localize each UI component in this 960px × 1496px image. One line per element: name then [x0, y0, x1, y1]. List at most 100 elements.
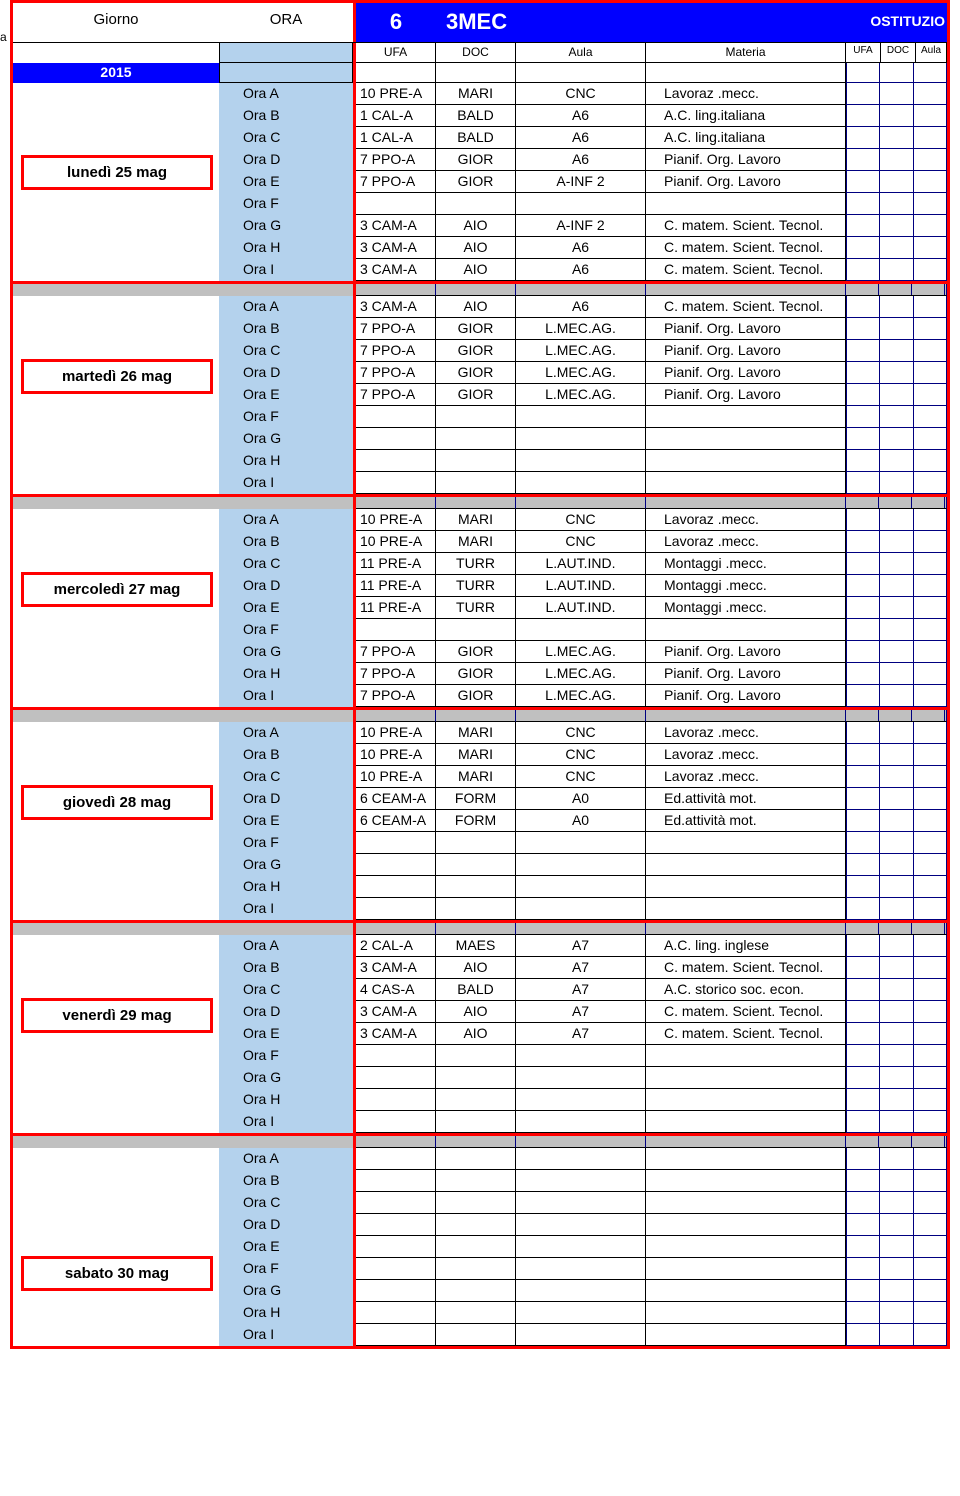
- day-label: martedì 26 mag: [21, 359, 213, 394]
- cell-materia: Pianif. Org. Lavoro: [646, 641, 846, 663]
- cell-aula: A7: [516, 1023, 646, 1045]
- cell-materia: [646, 1302, 846, 1324]
- cell-aula: [516, 1045, 646, 1067]
- year-row: 2015: [13, 63, 947, 83]
- ora-label: Ora I: [219, 472, 353, 494]
- schedule-row: 3 CAM-AAIOA6C. matem. Scient. Tecnol.: [356, 296, 947, 318]
- ora-label: Ora D: [219, 149, 353, 171]
- ora-label: Ora I: [219, 1324, 353, 1346]
- cell-materia: Lavoraz .mecc.: [646, 531, 846, 553]
- cell-doc: AIO: [436, 1023, 516, 1045]
- cell-materia: A.C. ling.italiana: [646, 127, 846, 149]
- cell-sostituzione: [846, 810, 947, 832]
- cell-aula: A7: [516, 957, 646, 979]
- cell-sostituzione: [846, 641, 947, 663]
- cell-sostituzione: [846, 575, 947, 597]
- cell-sostituzione: [846, 1302, 947, 1324]
- cell-aula: L.MEC.AG.: [516, 318, 646, 340]
- cell-aula: [516, 406, 646, 428]
- ora-label: Ora B: [219, 531, 353, 553]
- cell-sostituzione: [846, 472, 947, 494]
- cell-aula: A0: [516, 788, 646, 810]
- cell-aula: L.MEC.AG.: [516, 641, 646, 663]
- cell-doc: [436, 854, 516, 876]
- ora-label: Ora G: [219, 641, 353, 663]
- col-aula: Aula: [516, 43, 646, 63]
- cell-ufa: 11 PRE-A: [356, 597, 436, 619]
- cell-aula: [516, 854, 646, 876]
- cell-aula: A-INF 2: [516, 215, 646, 237]
- schedule-row: [356, 1214, 947, 1236]
- schedule-row: [356, 876, 947, 898]
- cell-sostituzione: [846, 832, 947, 854]
- schedule-row: [356, 450, 947, 472]
- cell-ufa: [356, 1324, 436, 1346]
- cell-materia: A.C. ling. inglese: [646, 935, 846, 957]
- cell-sostituzione: [846, 384, 947, 406]
- cell-doc: [436, 193, 516, 215]
- cell-materia: [646, 1236, 846, 1258]
- ora-label: Ora A: [219, 722, 353, 744]
- cell-materia: C. matem. Scient. Tecnol.: [646, 296, 846, 318]
- schedule-row: 7 PPO-AGIORL.MEC.AG.Pianif. Org. Lavoro: [356, 362, 947, 384]
- ora-label: Ora C: [219, 979, 353, 1001]
- cell-doc: [436, 1258, 516, 1280]
- day-block: mercoledì 27 magOra AOra BOra COra DOra …: [13, 494, 947, 707]
- schedule-row: 11 PRE-ATURRL.AUT.IND.Montaggi .mecc.: [356, 597, 947, 619]
- cell-ufa: 10 PRE-A: [356, 509, 436, 531]
- schedule-row: [356, 898, 947, 920]
- cell-sostituzione: [846, 406, 947, 428]
- cell-materia: C. matem. Scient. Tecnol.: [646, 1001, 846, 1023]
- cell-materia: Pianif. Org. Lavoro: [646, 384, 846, 406]
- schedule-row: 3 CAM-AAIOA6C. matem. Scient. Tecnol.: [356, 259, 947, 281]
- cell-aula: A7: [516, 979, 646, 1001]
- cell-ufa: 7 PPO-A: [356, 384, 436, 406]
- cell-materia: Pianif. Org. Lavoro: [646, 149, 846, 171]
- cell-aula: CNC: [516, 531, 646, 553]
- cell-ufa: 3 CAM-A: [356, 237, 436, 259]
- left-edge-text: a: [0, 30, 10, 44]
- schedule-row: 2 CAL-AMAESA7A.C. ling. inglese: [356, 935, 947, 957]
- cell-sostituzione: [846, 340, 947, 362]
- cell-ufa: [356, 1214, 436, 1236]
- cell-materia: Pianif. Org. Lavoro: [646, 340, 846, 362]
- cell-ufa: 1 CAL-A: [356, 105, 436, 127]
- ora-label: Ora A: [219, 83, 353, 105]
- cell-ufa: 6 CEAM-A: [356, 788, 436, 810]
- schedule-row: [356, 1302, 947, 1324]
- ora-label: Ora F: [219, 1258, 353, 1280]
- cell-doc: BALD: [436, 979, 516, 1001]
- cell-sostituzione: [846, 1214, 947, 1236]
- cell-materia: Pianif. Org. Lavoro: [646, 362, 846, 384]
- schedule-row: [356, 1170, 947, 1192]
- ora-header: ORA: [219, 3, 353, 42]
- cell-doc: [436, 1089, 516, 1111]
- cell-sostituzione: [846, 957, 947, 979]
- ora-label: Ora G: [219, 1067, 353, 1089]
- schedule-row: 11 PRE-ATURRL.AUT.IND.Montaggi .mecc.: [356, 553, 947, 575]
- schedule-row: [356, 1111, 947, 1133]
- day-block: martedì 26 magOra AOra BOra COra DOra EO…: [13, 281, 947, 494]
- schedule-row: [356, 1089, 947, 1111]
- ora-label: Ora D: [219, 1001, 353, 1023]
- cell-materia: [646, 1214, 846, 1236]
- schedule-row: [356, 1067, 947, 1089]
- cell-ufa: 3 CAM-A: [356, 1023, 436, 1045]
- cell-ufa: [356, 1258, 436, 1280]
- ora-label: Ora H: [219, 1302, 353, 1324]
- cell-aula: A7: [516, 935, 646, 957]
- schedule-row: [356, 832, 947, 854]
- schedule-row: [356, 854, 947, 876]
- cell-sostituzione: [846, 935, 947, 957]
- cell-ufa: [356, 1280, 436, 1302]
- schedule-row: 7 PPO-AGIORL.MEC.AG.Pianif. Org. Lavoro: [356, 384, 947, 406]
- ora-label: Ora F: [219, 193, 353, 215]
- schedule-row: 6 CEAM-AFORMA0Ed.attività mot.: [356, 788, 947, 810]
- cell-sostituzione: [846, 876, 947, 898]
- ora-label: Ora D: [219, 362, 353, 384]
- cell-aula: CNC: [516, 766, 646, 788]
- cell-aula: [516, 428, 646, 450]
- cell-sostituzione: [846, 259, 947, 281]
- cell-sostituzione: [846, 619, 947, 641]
- cell-materia: [646, 1148, 846, 1170]
